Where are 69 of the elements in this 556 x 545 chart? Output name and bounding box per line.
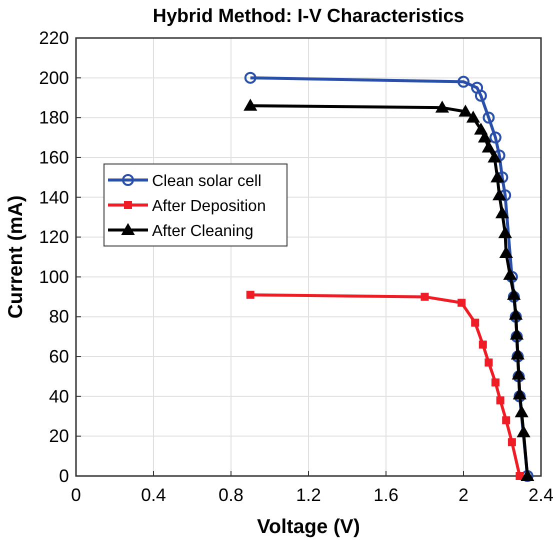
point <box>507 288 520 300</box>
x-tick-label: 1.2 <box>296 485 322 505</box>
point <box>512 350 524 363</box>
point <box>458 105 472 117</box>
point <box>510 328 524 340</box>
legend-label: After Deposition <box>152 198 266 215</box>
point <box>510 310 522 323</box>
x-tick-label: 1.6 <box>373 485 399 505</box>
point <box>508 438 516 446</box>
point <box>492 188 506 200</box>
point <box>420 292 429 301</box>
y-tick-label: 180 <box>38 108 69 128</box>
point <box>506 270 518 283</box>
point <box>471 82 484 94</box>
point <box>498 226 512 238</box>
point <box>496 206 509 218</box>
point <box>458 298 466 307</box>
y-tick-label: 140 <box>38 187 69 208</box>
point <box>489 132 502 144</box>
point <box>515 406 528 418</box>
point <box>513 388 526 400</box>
x-tick-label: 2.4 <box>528 485 554 505</box>
point <box>482 141 496 152</box>
point <box>517 426 530 438</box>
point <box>508 290 520 303</box>
point <box>484 358 493 367</box>
y-tick-label: 80 <box>48 306 69 327</box>
point <box>516 472 524 480</box>
point <box>478 340 487 349</box>
point <box>510 330 523 343</box>
point <box>246 290 254 299</box>
y-axis-title: Current (mA) <box>5 195 27 319</box>
point <box>512 368 526 380</box>
y-tick-label: 120 <box>38 227 69 248</box>
x-tick-label: 0.4 <box>140 485 166 505</box>
point <box>504 268 516 280</box>
y-tick-label: 220 <box>38 28 69 48</box>
y-tick-label: 0 <box>58 466 69 486</box>
y-tick-label: 40 <box>48 386 69 406</box>
chart-title: Hybrid Method: I-V Characteristics <box>152 6 464 27</box>
point <box>466 111 480 123</box>
x-tick-label: 2 <box>458 485 469 505</box>
point <box>488 150 501 162</box>
point <box>502 416 510 424</box>
point <box>244 72 256 84</box>
legend-label: After Cleaning <box>152 223 254 240</box>
point <box>482 112 495 124</box>
point <box>491 378 500 386</box>
point <box>509 308 522 320</box>
y-tick-label: 60 <box>48 346 69 367</box>
point <box>490 170 504 182</box>
x-axis-title: Voltage (V) <box>257 516 360 538</box>
point <box>500 246 513 258</box>
y-tick-label: 100 <box>38 266 69 287</box>
legend-label: Clean solar cell <box>152 173 262 190</box>
y-tick-label: 160 <box>38 147 69 168</box>
x-tick-label: 0 <box>70 485 82 505</box>
point <box>511 348 524 360</box>
point <box>471 318 480 327</box>
x-tick-label: 0.8 <box>218 485 244 505</box>
y-tick-label: 200 <box>38 68 69 88</box>
point <box>436 101 449 113</box>
point <box>514 390 526 402</box>
point <box>244 99 257 111</box>
point <box>512 370 525 382</box>
point <box>474 90 487 102</box>
y-tick-label: 20 <box>48 426 69 446</box>
point <box>496 396 504 404</box>
point <box>458 76 470 88</box>
